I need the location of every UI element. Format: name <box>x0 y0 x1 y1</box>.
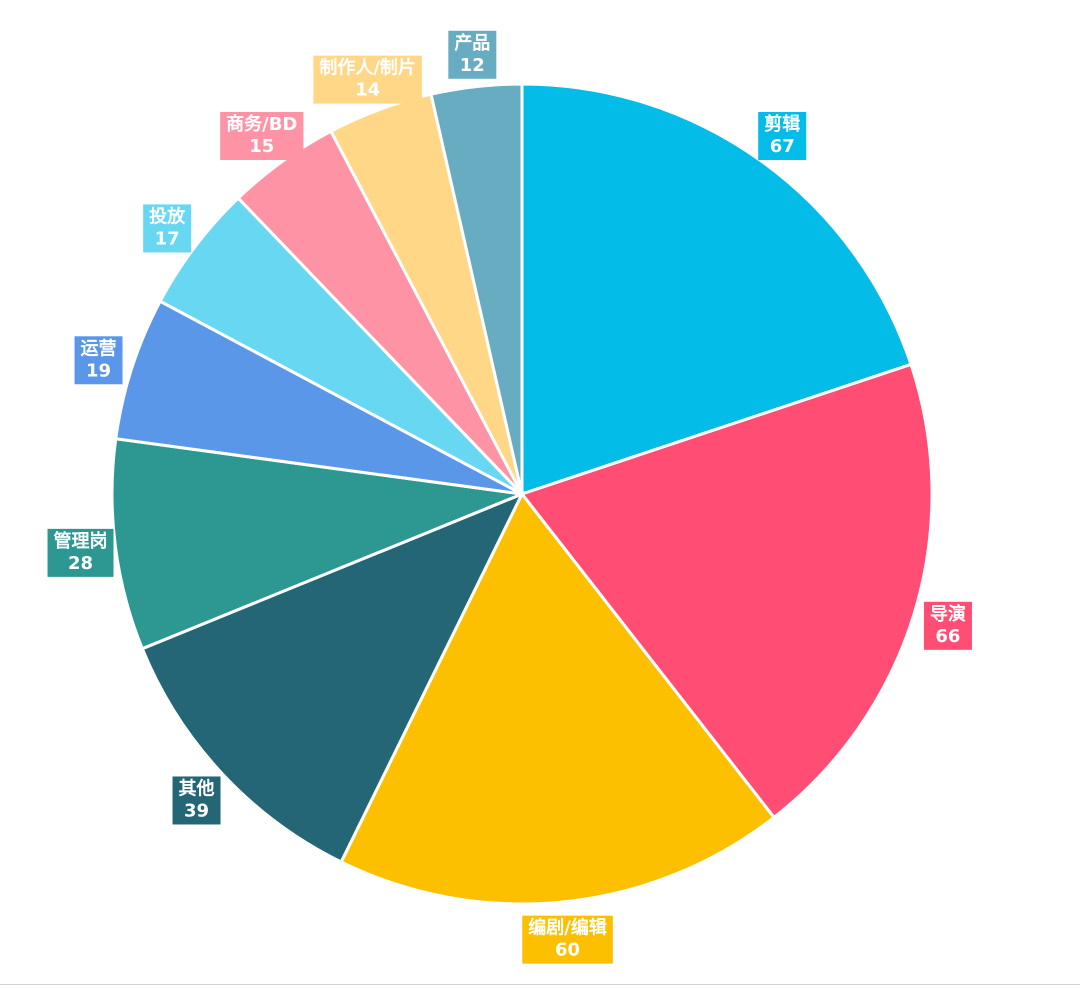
slice-2 <box>519 362 934 820</box>
data-label-name: 制作人/制片 <box>319 57 416 79</box>
data-label-box <box>448 30 497 79</box>
data-label-value: 19 <box>86 360 111 381</box>
data-label-box <box>172 776 221 825</box>
data-label-value: 12 <box>460 55 485 76</box>
data-label-value: 14 <box>355 80 380 101</box>
data-label-name: 剪辑 <box>764 113 800 135</box>
data-label-name: 导演 <box>930 603 966 625</box>
slice-5 <box>110 437 528 651</box>
slice-3 <box>339 491 777 906</box>
data-label-name: 运营 <box>81 337 117 359</box>
data-label-box <box>47 528 114 577</box>
data-label-box <box>522 915 613 964</box>
data-label-box <box>74 336 123 385</box>
data-label-box <box>220 112 304 161</box>
data-label-name: 商务/BD <box>226 113 297 135</box>
data-label-value: 39 <box>184 800 209 821</box>
data-label-name: 投放 <box>149 205 186 227</box>
data-label-name: 编剧/编辑 <box>528 917 607 939</box>
data-label-box <box>143 204 192 253</box>
slice-1 <box>520 82 913 497</box>
data-label-box <box>923 601 972 650</box>
data-label-value: 67 <box>770 136 795 157</box>
slice-4 <box>140 491 526 864</box>
data-label-value: 15 <box>249 136 274 157</box>
data-label-box <box>313 55 422 104</box>
data-label-name: 产品 <box>454 32 490 54</box>
data-label-name: 管理岗 <box>54 530 108 552</box>
slice-10 <box>429 82 524 495</box>
slice-6 <box>114 299 523 496</box>
data-label-value: 60 <box>555 940 580 961</box>
data-label-value: 28 <box>68 553 93 574</box>
pie-labels: 剪辑67导演66编剧/编辑60其他39管理岗28运营19投放17商务/BD15制… <box>47 30 972 964</box>
data-label-value: 66 <box>935 626 960 647</box>
bottom-divider <box>0 984 1080 985</box>
data-label-name: 其他 <box>179 777 215 799</box>
pie-slices <box>110 82 934 906</box>
data-label-box <box>758 112 807 161</box>
data-label-value: 17 <box>155 228 180 249</box>
